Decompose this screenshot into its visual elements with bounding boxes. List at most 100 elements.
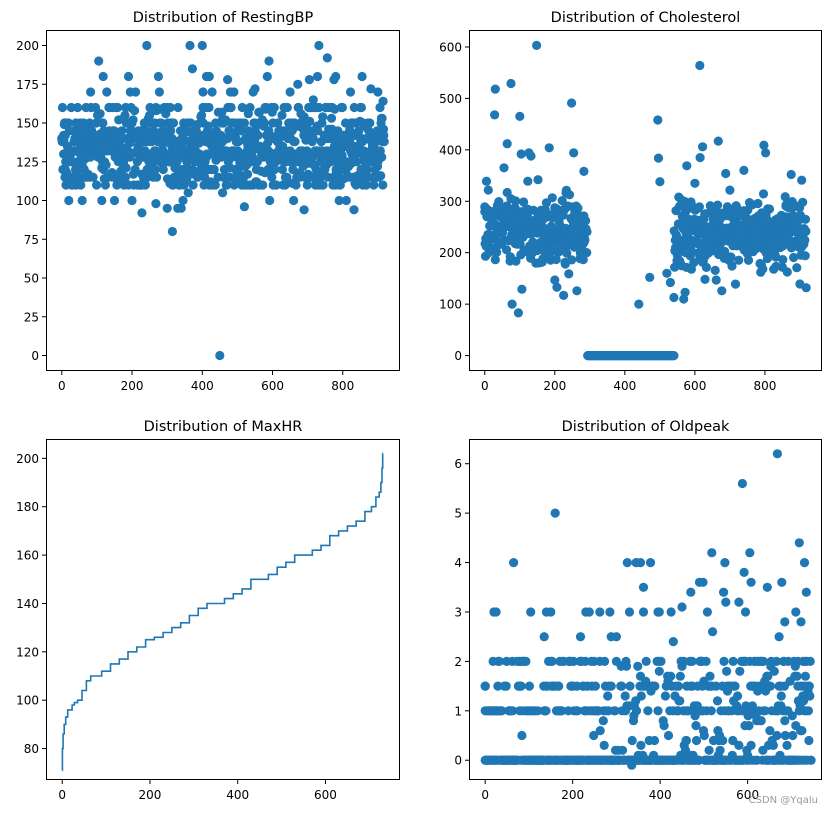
scatter-point (533, 706, 543, 716)
scatter-point (248, 144, 258, 154)
scatter-point (100, 180, 110, 190)
scatter-point (690, 178, 700, 188)
scatter-point (660, 691, 671, 701)
scatter-point (737, 478, 748, 489)
scatter-point (187, 64, 197, 74)
scatter-point (488, 656, 498, 667)
scatter-point (176, 203, 186, 213)
scatter-point (768, 740, 779, 751)
scatter-point (793, 656, 803, 667)
scatter-point (265, 195, 275, 206)
x-tick-label: 200 (121, 379, 144, 393)
scatter-point (546, 607, 556, 617)
scatter-point (739, 165, 749, 175)
scatter-point (101, 160, 111, 170)
scatter-point (765, 681, 776, 691)
scatter-point (507, 299, 517, 309)
scatter-point (114, 115, 124, 125)
scatter-point (351, 180, 361, 190)
scatter-point (366, 84, 376, 94)
scatter-point (299, 205, 309, 215)
scatter-point (480, 202, 490, 212)
scatter-point (695, 153, 705, 163)
y-tick-label: 200 (439, 246, 462, 260)
scatter-point (680, 287, 690, 297)
scatter-point (253, 130, 263, 140)
scatter-point (691, 721, 701, 731)
y-tick-label: 600 (439, 40, 462, 54)
scatter-point (378, 180, 388, 190)
scatter-point (152, 172, 162, 182)
scatter-point (798, 197, 808, 207)
scatter-point (573, 203, 583, 213)
scatter-point (806, 755, 816, 765)
y-tick-label: 175 (16, 78, 39, 92)
scatter-point (722, 666, 732, 676)
scatter-point (158, 164, 168, 175)
scatter-point (727, 261, 737, 271)
scatter-point (562, 248, 572, 258)
scatter-point (584, 607, 594, 617)
scatter-point (218, 188, 228, 198)
scatter-point (508, 706, 518, 716)
scatter-point (625, 681, 635, 691)
scatter-point (539, 632, 549, 642)
scatter-point (765, 726, 775, 736)
scatter-point (627, 735, 637, 746)
scatter-point (112, 180, 122, 190)
scatter-point (362, 164, 372, 175)
scatter-point (88, 172, 98, 182)
scatter-point (730, 279, 741, 289)
scatter-point (331, 71, 341, 82)
x-tick-label: 600 (261, 379, 284, 393)
scatter-point (610, 706, 620, 716)
scatter-point (129, 106, 140, 116)
scatter-point (501, 681, 511, 691)
scatter-point (277, 164, 287, 175)
scatter-point (204, 102, 214, 113)
scatter-point (668, 637, 678, 647)
oldpeak-marks (480, 449, 816, 770)
scatter-point (645, 558, 656, 568)
scatter-point (776, 691, 786, 701)
y-tick-label: 300 (439, 195, 462, 209)
scatter-point (508, 558, 519, 568)
axes-frame (46, 439, 400, 780)
scatter-point (123, 71, 134, 82)
scatter-point (60, 164, 70, 175)
scatter-point (156, 118, 166, 128)
scatter-point (799, 558, 810, 568)
scatter-point (312, 71, 323, 82)
scatter-point (313, 126, 323, 136)
scatter-point (728, 656, 738, 667)
scatter-point (547, 656, 557, 667)
scatter-point (743, 255, 754, 265)
scatter-point (302, 180, 312, 190)
scatter-point (800, 235, 810, 245)
scatter-point (721, 168, 731, 179)
scatter-point (710, 265, 720, 275)
scatter-point (207, 87, 217, 97)
scatter-point (595, 726, 605, 736)
scatter-point (778, 255, 788, 265)
scatter-point (480, 706, 490, 716)
scatter-point (98, 71, 108, 82)
scatter-point (153, 71, 163, 82)
y-tick-label: 140 (16, 597, 39, 611)
y-tick-label: 100 (16, 194, 39, 208)
scatter-point (244, 126, 254, 136)
x-tick-label: 200 (561, 788, 584, 802)
scatter-point (229, 180, 239, 190)
scatter-point (264, 56, 274, 66)
scatter-point (377, 113, 387, 123)
chart-title: Distribution of MaxHR (144, 419, 303, 435)
scatter-point (349, 205, 359, 215)
scatter-point (582, 227, 592, 237)
scatter-point (780, 617, 790, 627)
scatter-point (717, 286, 727, 296)
scatter-point (700, 274, 710, 284)
scatter-point (719, 656, 729, 667)
y-tick-label: 200 (16, 452, 39, 466)
scatter-point (665, 277, 676, 288)
